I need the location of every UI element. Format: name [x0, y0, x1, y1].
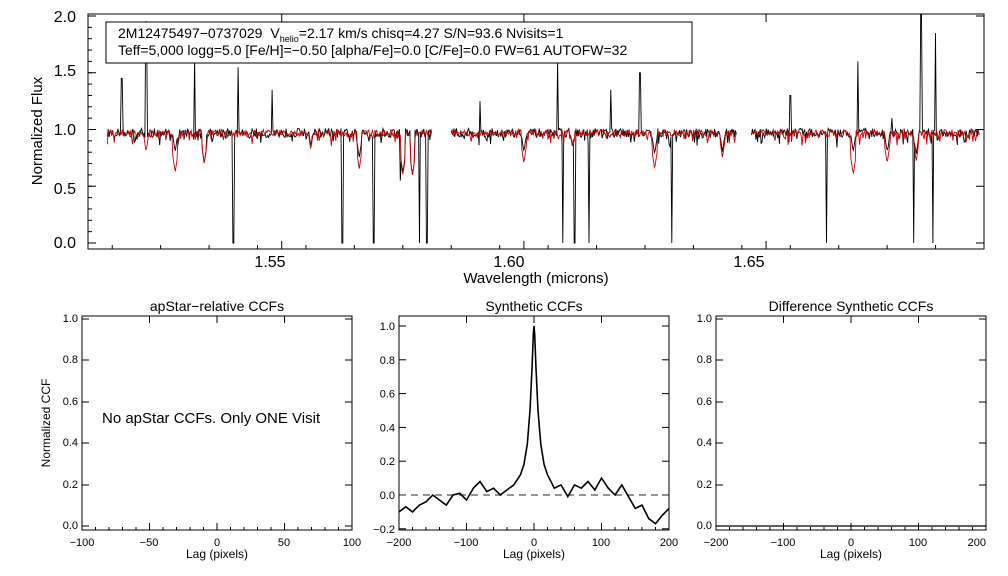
spectrum-x-axis-label: Wavelength (microns): [463, 270, 608, 287]
model-spectrum-line: [751, 128, 980, 175]
spectrum-info-box: [105, 21, 693, 64]
synthetic-y-tick-label: 0.6: [380, 389, 395, 401]
difference-x-tick-label: 200: [968, 537, 986, 549]
synthetic-x-tick-label: −100: [454, 537, 479, 549]
difference-ccf-frame: [715, 315, 987, 531]
difference-x-tick-label: 0: [848, 537, 854, 549]
synthetic-y-tick-label: 0.0: [380, 490, 395, 502]
synthetic-y-tick-label: 0.8: [380, 355, 395, 367]
apstar-y-tick-label: 0.6: [63, 396, 78, 408]
model-spectrum-line: [106, 128, 433, 175]
synthetic-x-tick-label: 0: [531, 537, 537, 549]
difference-x-axis-label: Lag (pixels): [820, 547, 882, 561]
spectrum-y-tick-label: 0.5: [54, 181, 76, 198]
apstar-y-axis-label: Normalized CCF: [39, 379, 53, 468]
spectrum-y-axis-label: Normalized Flux: [29, 76, 46, 185]
synthetic-y-tick-label: 1.0: [380, 321, 395, 333]
info-line-1: 2M12475497−0737029 Vhelio=2.17 km/s chisq…: [118, 25, 564, 44]
apstar-x-tick-label: −100: [70, 537, 95, 549]
apstar-ccf-title: apStar−relative CCFs: [150, 298, 284, 314]
observed-spectrum-line: [751, 13, 980, 244]
synthetic-y-tick-label: 0.2: [380, 456, 395, 468]
difference-y-tick-label: 0.2: [697, 479, 712, 491]
apstar-x-axis-label: Lag (pixels): [186, 547, 248, 561]
synthetic-ccf-frame: [398, 315, 670, 531]
no-ccf-annotation: No apStar CCFs. Only ONE Visit: [102, 410, 321, 427]
synthetic-ccf-line: [398, 325, 670, 525]
difference-x-tick-label: −200: [704, 537, 729, 549]
apstar-x-tick-label: 50: [278, 537, 290, 549]
difference-y-tick-label: 0.4: [697, 437, 712, 449]
synthetic-x-tick-label: −200: [387, 537, 412, 549]
difference-ccf-panel: Difference Synthetic CCFs −200 −100 0 10…: [697, 298, 987, 561]
apstar-y-tick-label: 0.2: [63, 479, 78, 491]
difference-y-tick-label: 0.0: [697, 520, 712, 532]
apstar-ccf-panel: apStar−relative CCFs −100 −50 0 50 100 0…: [39, 298, 361, 561]
spectrum-plot-frame: [87, 13, 985, 250]
synthetic-ccf-title: Synthetic CCFs: [485, 298, 582, 314]
v-helio-and-stats: =2.17 km/s chisq=4.27 S/N=93.6 Nvisits=1: [299, 25, 564, 41]
difference-y-tick-label: 0.8: [697, 354, 712, 366]
synthetic-x-axis-label: Lag (pixels): [503, 547, 565, 561]
apstar-x-tick-label: 100: [343, 537, 361, 549]
v-helio-symbol: V: [270, 25, 280, 41]
spectrum-y-tick-label: 1.5: [54, 63, 76, 80]
difference-x-tick-label: 100: [909, 537, 927, 549]
model-spectrum-series: [106, 128, 980, 175]
v-helio-subscript: helio: [280, 34, 299, 44]
spectrum-x-tick-label: 1.60: [493, 254, 524, 271]
apstar-ccf-frame: [81, 315, 353, 531]
apstar-x-tick-label: −50: [140, 537, 159, 549]
spectrum-y-tick-label: 2.0: [54, 9, 76, 26]
apstar-y-tick-label: 0.0: [63, 520, 78, 532]
spectrum-x-tick-label: 1.65: [733, 254, 764, 271]
apstar-y-tick-label: 1.0: [63, 313, 78, 325]
synthetic-x-tick-label: 200: [660, 537, 678, 549]
star-id: 2M12475497−0737029: [118, 25, 263, 41]
difference-ccf-title: Difference Synthetic CCFs: [769, 298, 934, 314]
spectrum-y-tick-label: 1.0: [54, 122, 76, 139]
synthetic-y-tick-label: 0.4: [380, 422, 395, 434]
difference-ccf-ticks: [715, 316, 987, 530]
synthetic-y-tick-label: −0.2: [373, 524, 395, 536]
difference-y-tick-label: 0.6: [697, 396, 712, 408]
synthetic-x-tick-label: 100: [592, 537, 610, 549]
difference-y-tick-label: 1.0: [697, 313, 712, 325]
spectrum-ticks: [88, 14, 984, 249]
model-spectrum-line: [450, 128, 737, 169]
apstar-x-tick-label: 0: [214, 537, 220, 549]
apstar-y-tick-label: 0.4: [63, 437, 78, 449]
apstar-y-tick-label: 0.8: [63, 354, 78, 366]
spectrum-y-tick-label: 0.0: [54, 235, 76, 252]
difference-x-tick-label: −100: [771, 537, 796, 549]
info-line-2: Teff=5,000 logg=5.0 [Fe/H]=−0.50 [alpha/…: [118, 42, 627, 58]
synthetic-ccf-panel: Synthetic CCFs −200 −100 0 100 200 −0.2 …: [373, 298, 678, 561]
observed-spectrum-line: [450, 61, 737, 244]
spectrum-x-tick-label: 1.55: [254, 254, 285, 271]
spectrum-panel: 1.55 1.60 1.65 0.0 0.5 1.0 1.5 2.0 Wavel…: [29, 9, 985, 287]
